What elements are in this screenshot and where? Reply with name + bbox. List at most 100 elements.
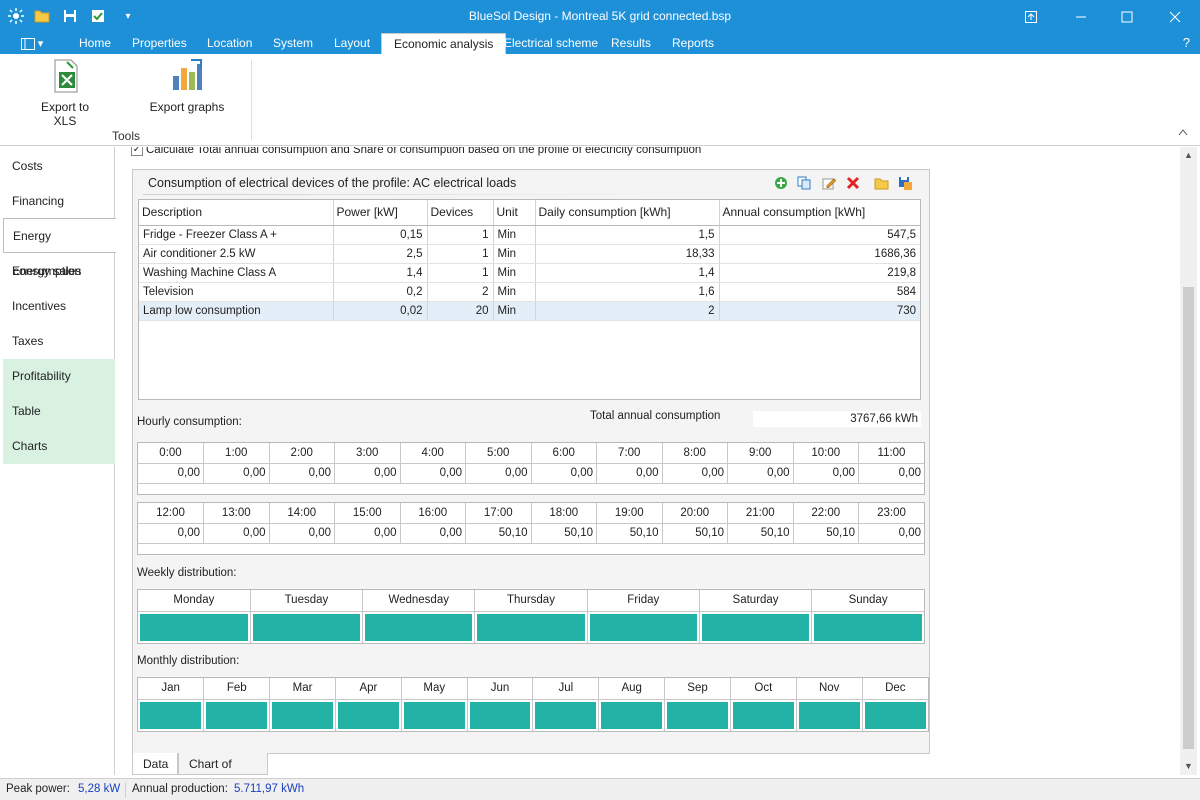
cell-annual[interactable]: 730 [719,301,920,321]
cell-power[interactable]: 1,4 [333,263,428,283]
edit-icon[interactable] [821,176,837,192]
monthly-distribution-cell[interactable] [598,699,666,731]
hour-value[interactable]: 0,00 [858,523,924,544]
hour-value[interactable]: 0,00 [138,463,204,484]
cell-daily[interactable]: 1,4 [535,263,720,283]
table-row[interactable]: Television 0,2 2 Min 1,6 584 [139,282,920,302]
hour-value[interactable]: 0,00 [269,463,335,484]
add-icon[interactable] [773,176,789,192]
col-annual[interactable]: Annual consumption [kWh] [719,200,920,226]
col-unit[interactable]: Unit [493,200,536,226]
nav-charts[interactable]: Charts [3,429,115,464]
monthly-distribution-bar[interactable] [403,701,465,729]
close-icon[interactable] [1152,0,1198,33]
quick-access-more-icon[interactable]: ▾ [125,10,131,22]
export-graphs-button[interactable]: Export graphs [148,58,226,114]
weekly-distribution-cell[interactable] [812,611,924,643]
weekly-distribution-cell[interactable] [587,611,700,643]
scroll-thumb[interactable] [1183,287,1194,749]
hour-value[interactable]: 0,00 [269,523,335,544]
monthly-distribution-bar[interactable] [272,701,333,729]
weekly-distribution-cell[interactable] [699,611,813,643]
cell-description[interactable]: Fridge - Freezer Class A + [139,225,334,245]
monthly-distribution-bar[interactable] [140,701,202,729]
devices-table[interactable]: Description Power [kW] Devices Unit Dail… [138,199,921,400]
col-daily[interactable]: Daily consumption [kWh] [535,200,720,226]
save-icon[interactable] [60,6,80,26]
monthly-distribution-bar[interactable] [469,701,531,729]
nav-profitability[interactable]: Profitability [3,359,115,394]
monthly-distribution-bar[interactable] [601,701,663,729]
monthly-distribution-cell[interactable] [401,699,468,731]
monthly-distribution-cell[interactable] [796,699,863,731]
restore-ribbon-icon[interactable] [1008,0,1054,33]
maximize-icon[interactable] [1104,0,1150,33]
scroll-down-icon[interactable]: ▼ [1184,761,1193,771]
collapse-ribbon-icon[interactable] [1178,128,1188,139]
sun-icon[interactable] [6,6,26,26]
monthly-distribution-table[interactable]: Jan Feb Mar Apr May Jun Jul Aug Sep Oct Nov Dec [137,677,929,732]
table-row[interactable]: Air conditioner 2.5 kW 2,5 1 Min 18,33 1… [139,244,920,264]
cell-description[interactable]: Television [139,282,334,302]
monthly-distribution-cell[interactable] [467,699,534,731]
cell-daily[interactable]: 2 [535,301,720,321]
hour-value[interactable]: 0,00 [138,523,204,544]
cell-unit[interactable]: Min [493,244,536,264]
col-description[interactable]: Description [139,200,334,226]
help-icon[interactable]: ? [1182,35,1190,50]
cell-unit[interactable]: Min [493,301,536,321]
tab-chart-monthly[interactable]: Chart of monthly consumption [178,753,269,775]
cell-unit[interactable]: Min [493,225,536,245]
monthly-distribution-cell[interactable] [664,699,731,731]
monthly-distribution-bar[interactable] [732,701,794,729]
weekly-distribution-bar[interactable] [365,613,473,641]
check-icon[interactable] [88,6,108,26]
monthly-distribution-cell[interactable] [138,699,205,731]
monthly-distribution-cell[interactable] [532,699,600,731]
cell-annual[interactable]: 547,5 [719,225,920,245]
weekly-distribution-bar[interactable] [701,613,810,641]
weekly-distribution-cell[interactable] [138,611,251,643]
hour-value[interactable]: 0,00 [400,463,466,484]
open-folder-icon[interactable] [873,176,889,192]
cell-daily[interactable]: 1,5 [535,225,720,245]
monthly-distribution-cell[interactable] [335,699,402,731]
save-profile-icon[interactable] [897,176,913,192]
hour-value[interactable]: 0,00 [662,463,728,484]
cell-annual[interactable]: 584 [719,282,920,302]
vertical-scrollbar[interactable]: ▲ ▼ [1180,147,1197,775]
weekly-distribution-bar[interactable] [589,613,697,641]
file-menu-button[interactable]: ▾ [16,35,48,52]
tab-data[interactable]: Data [132,753,178,775]
cell-unit[interactable]: Min [493,282,536,302]
weekly-distribution-cell[interactable] [250,611,364,643]
tab-location[interactable]: Location [207,36,253,50]
cell-daily[interactable]: 1,6 [535,282,720,302]
tab-economic-analysis[interactable]: Economic analysis [381,33,507,54]
weekly-distribution-bar[interactable] [140,613,248,641]
monthly-distribution-bar[interactable] [798,701,860,729]
nav-energy-sales[interactable]: Energy sales [12,264,82,278]
nav-taxes[interactable]: Taxes [12,334,44,348]
hour-value[interactable]: 0,00 [334,463,401,484]
hour-value[interactable]: 0,00 [858,463,924,484]
tab-properties[interactable]: Properties [132,36,187,50]
table-row[interactable]: Washing Machine Class A 1,4 1 Min 1,4 21… [139,263,920,283]
monthly-distribution-bar[interactable] [337,701,399,729]
export-xls-button[interactable]: Export to XLS [28,58,102,128]
weekly-distribution-cell[interactable] [474,611,588,643]
tab-results[interactable]: Results [611,36,652,50]
tab-system[interactable]: System [273,36,314,50]
hour-value[interactable]: 0,00 [203,523,270,544]
monthly-distribution-bar[interactable] [864,701,926,729]
weekly-distribution-bar[interactable] [814,613,922,641]
hour-value[interactable]: 0,00 [596,463,663,484]
nav-energy-consumption[interactable]: Energy consumption [3,218,116,278]
weekly-distribution-bar[interactable] [477,613,585,641]
tab-reports[interactable]: Reports [672,36,715,50]
tab-home[interactable]: Home [79,36,112,50]
folder-icon[interactable] [32,6,52,26]
nav-financing[interactable]: Financing [12,194,65,208]
monthly-distribution-bar[interactable] [206,701,268,729]
cell-daily[interactable]: 18,33 [535,244,720,264]
